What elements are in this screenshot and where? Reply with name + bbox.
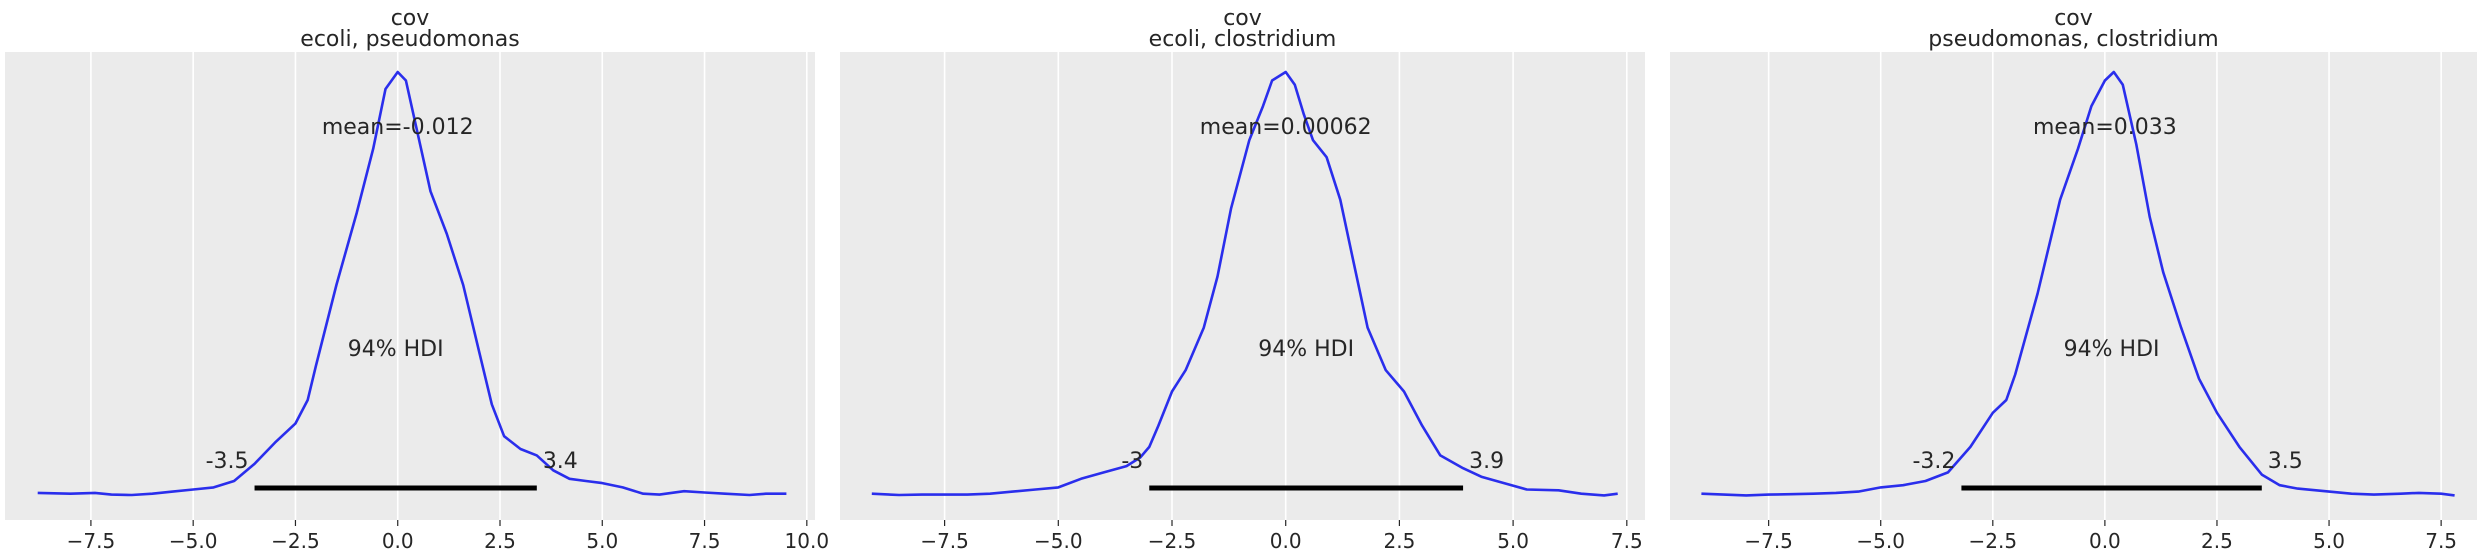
x-tick-label: 5.0	[2313, 529, 2345, 552]
hdi-high-label: 3.9	[1469, 449, 1504, 474]
panel-title-coords: ecoli, clostridium	[1149, 27, 1337, 52]
x-tick-label: −7.5	[920, 529, 969, 552]
x-tick-label: −2.5	[1148, 529, 1197, 552]
x-tick-label: −5.0	[1034, 529, 1083, 552]
x-tick-label: 7.5	[689, 529, 721, 552]
x-tick-label: 2.5	[1384, 529, 1416, 552]
x-tick-label: 0.0	[2089, 529, 2121, 552]
x-tick-label: 10.0	[785, 529, 830, 552]
kde-curve-pseudomonas-clostridium	[1701, 70, 2455, 497]
hdi-label: 94% HDI	[348, 337, 444, 362]
x-tick-label: 7.5	[2425, 529, 2457, 552]
hdi-high-label: 3.4	[543, 449, 578, 474]
plot-area	[840, 52, 1645, 520]
hdi-high-label: 3.5	[2268, 449, 2303, 474]
plot-area	[1670, 52, 2477, 520]
hdi-low-label: -3.5	[206, 449, 249, 474]
hdi-label: 94% HDI	[1258, 337, 1354, 362]
mean-label: mean=0.00062	[1200, 115, 1372, 140]
mean-label: mean=0.033	[2033, 115, 2177, 140]
x-tick-label: 2.5	[2201, 529, 2233, 552]
x-tick-label: 7.5	[1611, 529, 1643, 552]
hdi-low-label: -3	[1121, 449, 1143, 474]
x-tick-label: 0.0	[382, 529, 414, 552]
panel-title-coords: pseudomonas, clostridium	[1928, 27, 2218, 52]
x-tick-label: 5.0	[586, 529, 618, 552]
plot-area	[5, 52, 815, 520]
x-tick-label: −2.5	[271, 529, 320, 552]
hdi-label: 94% HDI	[2064, 337, 2160, 362]
panel-title-variable: cov	[2054, 6, 2093, 31]
mean-label: mean=-0.012	[322, 115, 474, 140]
panel-title-variable: cov	[391, 6, 430, 31]
panel-title-coords: ecoli, pseudomonas	[300, 27, 519, 52]
panel-title-variable: cov	[1223, 6, 1262, 31]
panel-pseudomonas-clostridium: −7.5 −5.0 −2.5 0.0 2.5 5.0 7.5 covpseudomonas, …	[1670, 6, 2477, 552]
x-tick-label: −7.5	[67, 529, 116, 552]
hdi-low-label: -3.2	[1912, 449, 1955, 474]
x-tick-label: −7.5	[1744, 529, 1793, 552]
x-tick-label: 0.0	[1270, 529, 1302, 552]
kde-curve-ecoli-pseudomonas	[37, 70, 787, 497]
x-tick-label: 2.5	[484, 529, 516, 552]
kde-curve-ecoli-clostridium	[871, 70, 1618, 497]
x-tick-label: 5.0	[1497, 529, 1529, 552]
x-tick-label: −2.5	[1969, 529, 2018, 552]
x-tick-label: −5.0	[1856, 529, 1905, 552]
x-tick-label: −5.0	[169, 529, 218, 552]
